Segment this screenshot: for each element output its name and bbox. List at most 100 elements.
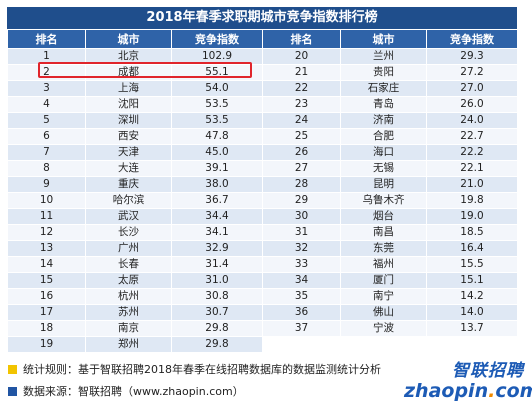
city-cell: 深圳 (85, 112, 172, 129)
index-cell: 15.1 (426, 272, 518, 289)
index-cell: 31.4 (171, 256, 263, 273)
logo-en-dot: . (488, 380, 496, 402)
rank-cell: 20 (262, 48, 341, 65)
table-row: 30 烟台 19.0 (262, 208, 518, 225)
index-cell: 27.0 (426, 80, 518, 97)
rule-marker-icon (8, 364, 17, 374)
city-cell: 兰州 (340, 48, 427, 65)
rank-cell: 16 (7, 288, 86, 305)
table-row: 29 乌鲁木齐 19.8 (262, 192, 518, 209)
index-cell: 34.4 (171, 208, 263, 225)
rank-cell: 14 (7, 256, 86, 273)
city-cell: 济南 (340, 112, 427, 129)
table-row: 18 南京 29.8 (7, 320, 263, 337)
index-cell: 29.3 (426, 48, 518, 65)
table-row: 37 宁波 13.7 (262, 320, 518, 337)
rank-cell: 26 (262, 144, 341, 161)
rank-cell: 25 (262, 128, 341, 145)
index-cell: 47.8 (171, 128, 263, 145)
ranking-table-left: 排名 城市 竞争指数 1 北京 102.9 2 成都 55.1 3 上海 54.0 4 沈阳 53.5… (7, 29, 263, 353)
rank-cell: 17 (7, 304, 86, 321)
index-cell: 22.1 (426, 160, 518, 177)
rank-cell: 13 (7, 240, 86, 257)
table-row: 9 重庆 38.0 (7, 176, 263, 193)
table-row: 21 贵阳 27.2 (262, 64, 518, 81)
empty-cell (426, 336, 518, 353)
index-cell: 45.0 (171, 144, 263, 161)
table-row: 1 北京 102.9 (7, 48, 263, 65)
rank-cell: 4 (7, 96, 86, 113)
rank-cell: 7 (7, 144, 86, 161)
table-row: 3 上海 54.0 (7, 80, 263, 97)
rank-cell: 15 (7, 272, 86, 289)
rank-cell: 37 (262, 320, 341, 337)
rank-cell: 23 (262, 96, 341, 113)
table-row: 11 武汉 34.4 (7, 208, 263, 225)
index-cell: 22.2 (426, 144, 518, 161)
table-row: 27 无锡 22.1 (262, 160, 518, 177)
logo-en-tld: com (495, 380, 532, 402)
table-title: 2018年春季求职期城市竞争指数排行榜 (7, 7, 517, 29)
rank-cell: 9 (7, 176, 86, 193)
header-row: 排名 城市 竞争指数 (7, 29, 263, 49)
city-cell: 厦门 (340, 272, 427, 289)
logo-en-main: zhaopin (404, 380, 489, 402)
city-cell: 贵阳 (340, 64, 427, 81)
rank-cell: 28 (262, 176, 341, 193)
header-index: 竞争指数 (171, 29, 263, 49)
rank-cell: 21 (262, 64, 341, 81)
rank-cell: 12 (7, 224, 86, 241)
table-row: 15 太原 31.0 (7, 272, 263, 289)
rank-cell: 29 (262, 192, 341, 209)
index-cell: 36.7 (171, 192, 263, 209)
header-rank: 排名 (7, 29, 86, 49)
index-cell: 22.7 (426, 128, 518, 145)
rank-cell: 30 (262, 208, 341, 225)
index-cell: 32.9 (171, 240, 263, 257)
table-row: 36 佛山 14.0 (262, 304, 518, 321)
city-cell: 上海 (85, 80, 172, 97)
table-row: 16 杭州 30.8 (7, 288, 263, 305)
city-cell: 乌鲁木齐 (340, 192, 427, 209)
header-rank: 排名 (262, 29, 341, 49)
rank-cell: 35 (262, 288, 341, 305)
empty-cell (340, 336, 427, 353)
header-row: 排名 城市 竞争指数 (262, 29, 518, 49)
logo-en: zhaopin.com (404, 380, 532, 402)
index-cell: 21.0 (426, 176, 518, 193)
rank-cell: 22 (262, 80, 341, 97)
index-cell: 29.8 (171, 336, 263, 353)
city-cell: 广州 (85, 240, 172, 257)
city-cell: 西安 (85, 128, 172, 145)
index-cell: 53.5 (171, 112, 263, 129)
city-cell: 东莞 (340, 240, 427, 257)
table-row: 28 昆明 21.0 (262, 176, 518, 193)
city-cell: 南京 (85, 320, 172, 337)
table-row: 5 深圳 53.5 (7, 112, 263, 129)
index-cell: 16.4 (426, 240, 518, 257)
rank-cell: 34 (262, 272, 341, 289)
city-cell: 宁波 (340, 320, 427, 337)
table-row: 8 大连 39.1 (7, 160, 263, 177)
table-row: 7 天津 45.0 (7, 144, 263, 161)
city-cell: 海口 (340, 144, 427, 161)
table-row: 20 兰州 29.3 (262, 48, 518, 65)
city-cell: 武汉 (85, 208, 172, 225)
index-cell: 19.0 (426, 208, 518, 225)
city-cell: 长沙 (85, 224, 172, 241)
source-text: 数据来源：智联招聘（www.zhaopin.com） (23, 385, 244, 398)
source-marker-icon (8, 386, 17, 396)
header-city: 城市 (340, 29, 427, 49)
city-cell: 长春 (85, 256, 172, 273)
table-row: 22 石家庄 27.0 (262, 80, 518, 97)
rank-cell: 31 (262, 224, 341, 241)
table-row: 31 南昌 18.5 (262, 224, 518, 241)
index-cell: 30.8 (171, 288, 263, 305)
index-cell: 34.1 (171, 224, 263, 241)
rank-cell: 10 (7, 192, 86, 209)
city-cell: 天津 (85, 144, 172, 161)
footer-source: 数据来源：智联招聘（www.zhaopin.com） (8, 383, 244, 399)
table-row: 23 青岛 26.0 (262, 96, 518, 113)
city-cell: 南宁 (340, 288, 427, 305)
index-cell: 26.0 (426, 96, 518, 113)
